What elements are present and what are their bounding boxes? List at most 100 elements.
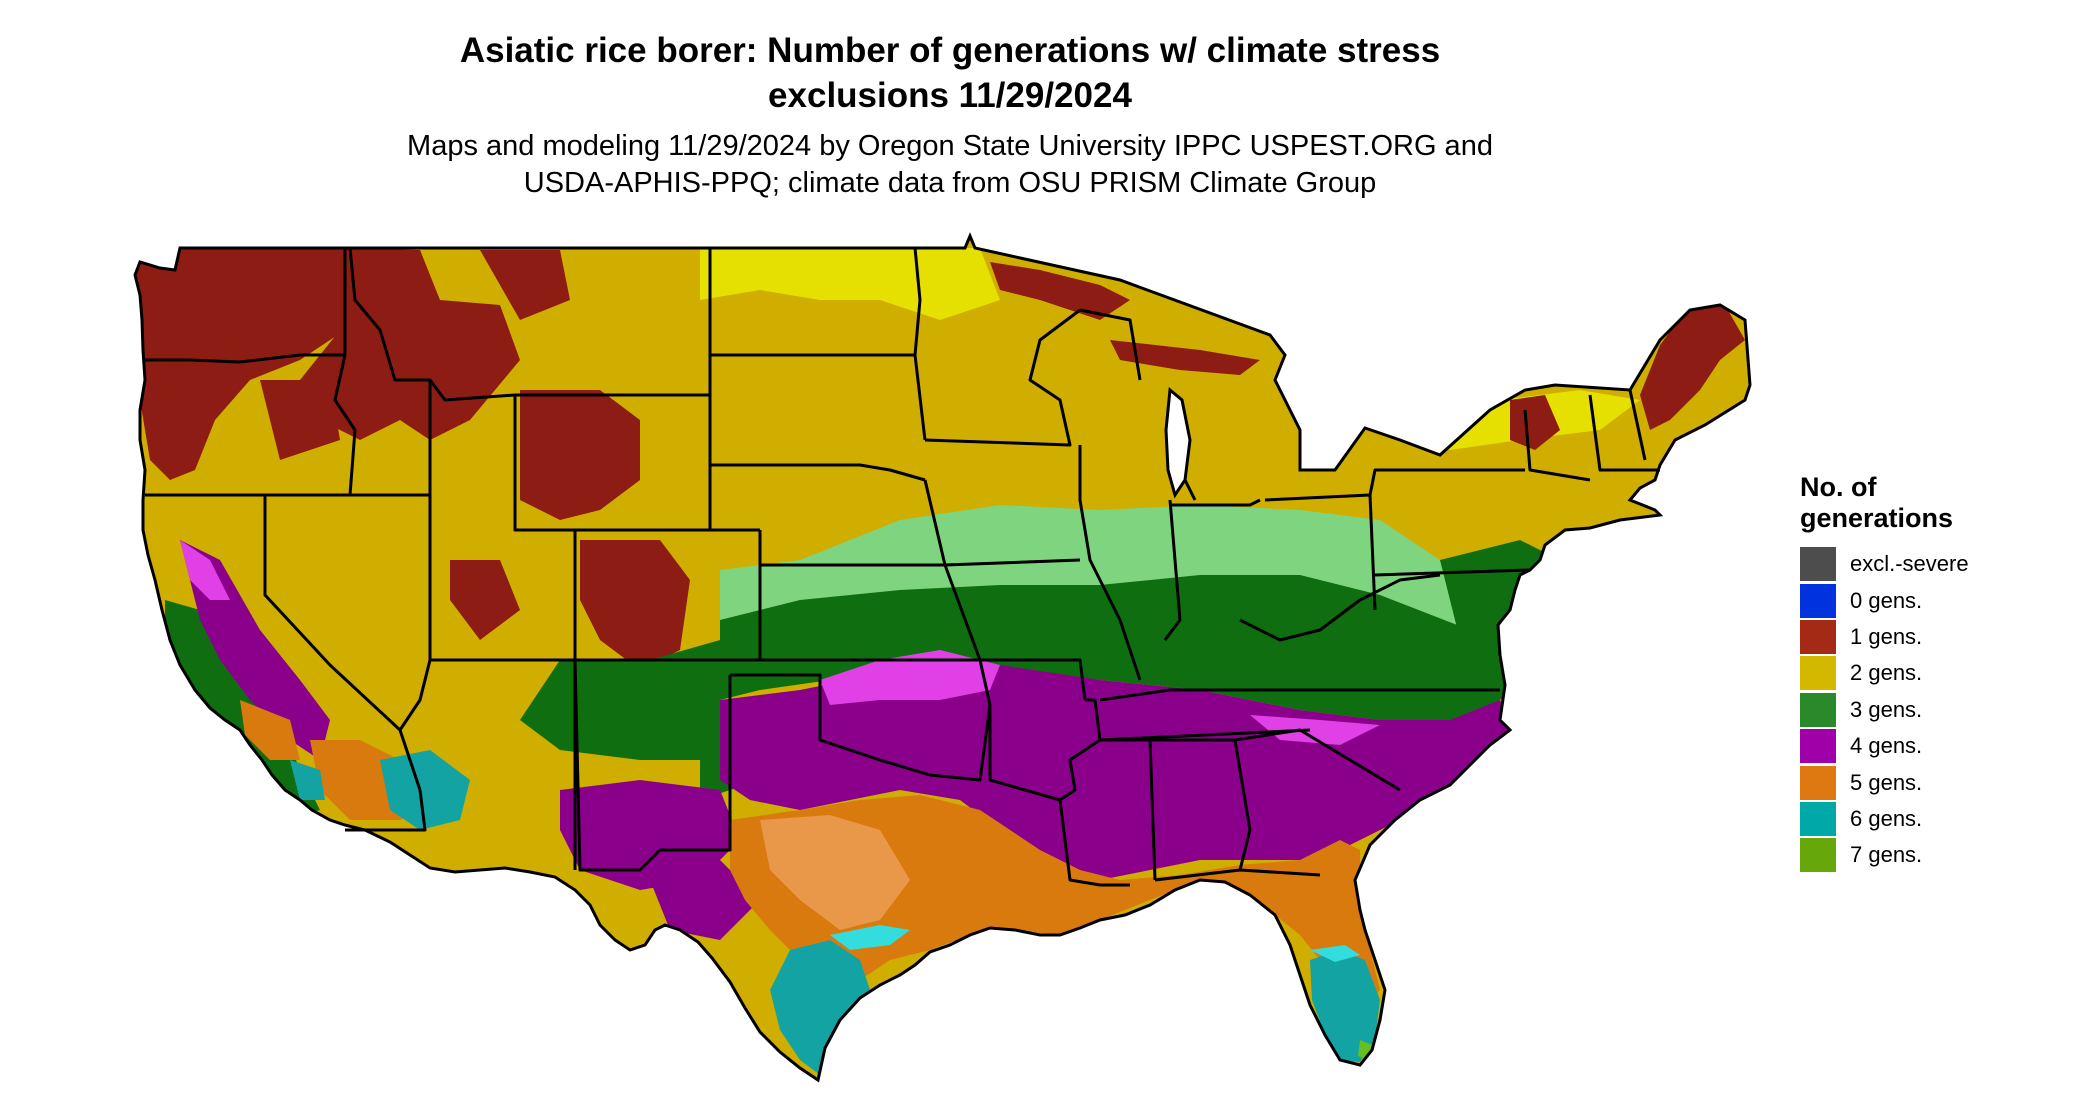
region-5gens-gulf [730, 795, 1380, 1000]
legend-item: 0 gens. [1800, 582, 2090, 618]
region-4gens-edge [820, 650, 1000, 705]
legend-swatch [1800, 619, 1836, 654]
border-az-ut-nv [398, 659, 432, 731]
legend-label: 5 gens. [1850, 769, 1923, 795]
border-wi-mi [1079, 308, 1142, 381]
legend-item: 1 gens. [1800, 619, 2090, 655]
legend-item: 2 gens. [1800, 655, 2090, 691]
region-3gens-light-band [720, 505, 1510, 640]
legend-item: 7 gens. [1800, 837, 2090, 873]
legend-item: 4 gens. [1800, 728, 2090, 764]
legend-title: No. of generations [1800, 472, 2090, 534]
legend-label: 0 gens. [1850, 587, 1923, 613]
region-1gens-nevada [260, 380, 340, 460]
map-subtitle-line2: USDA-APHIS-PPQ; climate data from OSU PR… [523, 167, 1377, 199]
region-5gens-ca [240, 700, 300, 760]
legend-label: 3 gens. [1850, 696, 1923, 722]
region-1gens-superior [990, 262, 1130, 320]
legend-label: 4 gens. [1850, 733, 1923, 759]
region-2gens-bright [700, 248, 1000, 320]
legend-swatch [1800, 765, 1836, 800]
border-or-id [333, 354, 357, 496]
legend-label: excl.-severe [1850, 551, 1969, 577]
border-pa-md-de [1374, 568, 1531, 577]
region-6gens-fl-cyan [1310, 945, 1360, 962]
legend-label: 1 gens. [1850, 623, 1923, 649]
region-1gens-upper-mi [1110, 340, 1260, 375]
map-subtitle: Maps and modeling 11/29/2024 by Oregon S… [0, 128, 1900, 202]
border-wy-co-ne-ut [513, 395, 760, 532]
legend-swatch [1800, 692, 1836, 727]
border-ny-vt-ma [1523, 409, 1591, 482]
region-3gens-southwest [520, 640, 720, 760]
border-mn-nd [913, 247, 927, 441]
border-id-mt [348, 247, 516, 402]
region-3gens-central [720, 575, 1520, 720]
border-in-oh [1163, 499, 1182, 641]
region-5gens-texas-light [760, 815, 910, 930]
map-title-line1: Asiatic rice borer: Number of generation… [459, 31, 1441, 70]
region-6gens-az [380, 750, 470, 830]
border-al-ga [1150, 738, 1252, 871]
legend-swatch [1800, 656, 1836, 691]
border-ar-la-tx [988, 698, 1102, 802]
legend-label: 6 gens. [1850, 805, 1923, 831]
region-6gens-florida [1310, 950, 1380, 1062]
legend-items: excl.-severe 0 gens. 1 gens. 2 gens. 3 g… [1800, 546, 2090, 874]
region-4gens-edge-se [1250, 715, 1380, 745]
region-6gens-ca-desert [290, 760, 325, 800]
border-nm-tx [573, 659, 732, 872]
border-vt-nh-ma [1588, 394, 1660, 472]
region-1gens-northwest [135, 248, 360, 480]
region-1gens-montana [480, 250, 570, 320]
state-borders [145, 247, 1660, 887]
border-sd-ne [710, 463, 926, 482]
region-1gens-colorado [580, 540, 690, 670]
region-4gens-edge-ca [180, 540, 230, 600]
legend-title-line2: generations [1800, 503, 1954, 533]
legend-item: 3 gens. [1800, 692, 2090, 728]
region-1gens-adirondack [1510, 395, 1560, 450]
map-colors [135, 236, 1750, 1080]
legend-title-line1: No. of [1800, 472, 1877, 502]
map-subtitle-line1: Maps and modeling 11/29/2024 by Oregon S… [407, 130, 1493, 162]
border-fl [1154, 868, 1321, 882]
legend-swatch [1800, 547, 1836, 582]
lake-michigan [1164, 387, 1192, 499]
border-ca-az [345, 789, 427, 832]
border-il-in [1078, 445, 1142, 681]
border-tn-al-ms [1099, 728, 1311, 742]
legend-label: 2 gens. [1850, 660, 1923, 686]
us-generations-map [133, 234, 1752, 1082]
legend-swatch [1800, 583, 1836, 618]
border-la-ms [1058, 799, 1130, 887]
region-4gens-w-texas [650, 860, 760, 940]
border-ga-sc-nc [1234, 728, 1401, 792]
border-pa-ny [1368, 468, 1525, 496]
border-ky-wv-va [1239, 573, 1441, 642]
legend-item: 6 gens. [1800, 801, 2090, 837]
border-ca-nv [263, 495, 422, 791]
legend-swatch [1800, 801, 1836, 836]
legend-item: excl.-severe [1800, 546, 2090, 582]
region-4gens-south [720, 665, 1515, 880]
border-nh-me [1628, 389, 1647, 461]
region-1gens-utah [450, 560, 520, 640]
map-title: Asiatic rice borer: Number of generation… [0, 28, 1900, 118]
region-1gens-maine [1640, 305, 1745, 430]
legend-swatch [1800, 838, 1836, 873]
border-mo-ks-ok-ar [943, 564, 1087, 701]
border-wa-or [145, 353, 345, 364]
border-mn-ia-wi [924, 308, 1081, 447]
border-ut-az-co-nm [428, 495, 577, 662]
legend-label: 7 gens. [1850, 842, 1923, 868]
region-4gens-nm [560, 780, 740, 890]
border-mi-in-oh [1170, 498, 1261, 507]
border-ok-tx [730, 659, 992, 782]
legend-swatch [1800, 729, 1836, 764]
region-1gens-wyoming [520, 390, 640, 520]
region-6gens-texas [770, 940, 870, 1075]
legend: No. of generations excl.-severe 0 gens. … [1800, 472, 2090, 874]
region-6gens-coast-cyan [830, 925, 910, 950]
map-title-line2: exclusions 11/29/2024 [768, 76, 1132, 115]
